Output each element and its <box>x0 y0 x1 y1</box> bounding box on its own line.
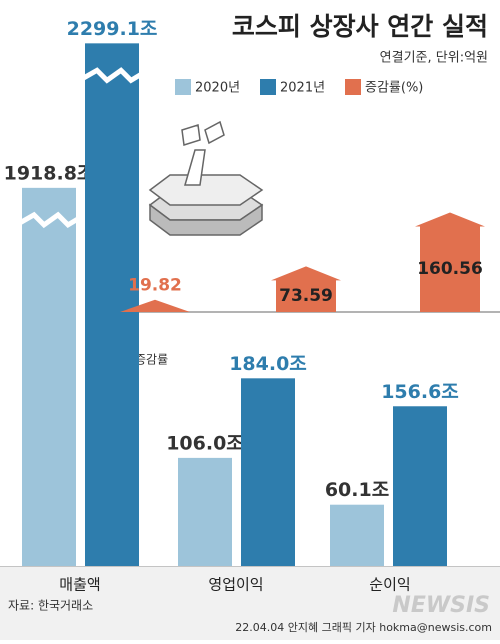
legend-swatch <box>345 79 361 95</box>
growth-value-label: 73.59 <box>279 286 333 306</box>
bar <box>393 406 447 566</box>
axis-break <box>81 67 143 84</box>
bar <box>85 43 139 567</box>
footer-band <box>0 567 500 640</box>
legend-label: 2021년 <box>280 81 325 96</box>
category-label: 순이익 <box>369 576 410 594</box>
axis-break <box>18 211 80 229</box>
bar <box>330 504 384 566</box>
credit: 22.04.04 안지혜 그래픽 기자 hokma@newsis.com <box>235 621 492 634</box>
growth-arrow <box>415 212 485 312</box>
watermark: NEWSIS <box>392 593 490 618</box>
legend-swatch <box>260 79 276 95</box>
value-label: 1918.8조 <box>4 162 95 184</box>
chart-subtitle: 연결기준, 단위:억원 <box>380 51 488 66</box>
growth-value-label: 19.82 <box>128 276 182 296</box>
icon <box>148 120 264 236</box>
growth-value-label: 160.56 <box>417 259 483 279</box>
legend-label: 2020년 <box>195 81 240 96</box>
value-label: 106.0조 <box>166 432 244 454</box>
value-label: 2299.1조 <box>67 18 158 40</box>
growth-arrow <box>271 266 341 312</box>
value-label: 184.0조 <box>229 353 307 375</box>
growth-arrow <box>120 299 190 312</box>
value-label: 156.6조 <box>381 381 459 403</box>
legend-label: 증감률(%) <box>365 81 423 96</box>
bar <box>241 378 295 566</box>
chart-title: 코스피 상장사 연간 실적 <box>232 12 488 41</box>
source: 자료: 한국거래소 <box>8 599 93 613</box>
category-label: 매출액 <box>59 576 100 594</box>
value-label: 60.1조 <box>325 479 389 501</box>
category-label: 영업이익 <box>208 576 263 594</box>
legend-swatch <box>175 79 191 95</box>
growth-label: 증감률 <box>135 353 168 367</box>
bar <box>178 457 232 566</box>
bar <box>22 187 76 566</box>
